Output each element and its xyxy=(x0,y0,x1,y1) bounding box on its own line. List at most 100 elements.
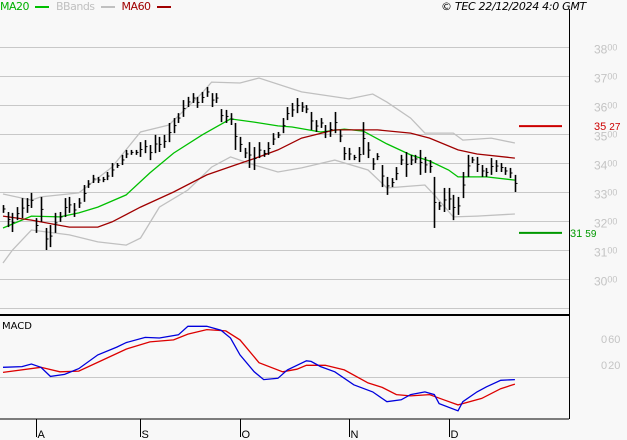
price-bar xyxy=(452,194,456,221)
price-bar xyxy=(400,154,404,166)
price-bar xyxy=(135,149,139,155)
price-bar xyxy=(414,154,418,163)
price-bar xyxy=(106,171,110,181)
price-bar xyxy=(244,147,248,159)
price-bar xyxy=(386,176,390,195)
price-bar xyxy=(16,207,20,221)
macd-tick-label: 020 xyxy=(601,360,620,372)
price-bar xyxy=(429,160,433,173)
price-bar xyxy=(481,165,485,177)
x-tick-label: A xyxy=(38,429,46,440)
y-tick-label: 3500 xyxy=(594,130,617,144)
price-bar xyxy=(362,122,366,155)
price-bar xyxy=(324,125,328,139)
price-bar xyxy=(130,149,134,155)
x-tick-label: S xyxy=(142,429,149,440)
price-bar xyxy=(305,105,309,114)
macd-tick-label: 060 xyxy=(601,334,620,346)
price-bar xyxy=(334,111,338,134)
price-bar xyxy=(296,98,300,114)
price-bar xyxy=(158,136,162,152)
price-bar xyxy=(258,142,262,159)
price-bar xyxy=(348,147,352,161)
price-bar xyxy=(139,142,143,157)
price-bar xyxy=(49,225,53,248)
price-bar xyxy=(111,163,115,177)
price-bar xyxy=(410,154,414,166)
macd-panel: 060 020 xyxy=(0,325,620,412)
price-bar xyxy=(272,133,276,146)
price-bar xyxy=(253,147,257,170)
macd-title: MACD xyxy=(2,321,32,332)
price-bar xyxy=(291,102,295,117)
price-bar xyxy=(315,120,319,132)
legend-bbands: BBands xyxy=(56,0,115,13)
price-bar xyxy=(11,212,15,233)
price-bar xyxy=(372,158,376,170)
price-bar xyxy=(419,149,423,175)
price-bar xyxy=(26,198,30,213)
price-bar xyxy=(154,134,158,154)
price-bar xyxy=(116,163,120,168)
price-bar xyxy=(424,156,428,173)
price-bar xyxy=(97,176,101,184)
price-bar xyxy=(64,198,68,217)
price-bar xyxy=(40,196,44,222)
price-bar xyxy=(443,187,447,213)
price-bar xyxy=(405,151,409,177)
price-bar xyxy=(462,171,466,199)
legend-ma20: MA20 xyxy=(0,0,50,13)
price-bar xyxy=(343,147,347,161)
price-bar xyxy=(476,156,480,172)
y-tick-label: 3200 xyxy=(594,217,617,231)
price-bar xyxy=(277,131,281,139)
price-grid xyxy=(0,47,569,309)
price-axis-labels: 3800 3700 3600 3500 3400 3300 3200 3100 3000 xyxy=(594,43,617,289)
price-bar xyxy=(320,118,324,128)
price-bar xyxy=(7,212,11,228)
price-bar xyxy=(45,227,49,250)
price-bar xyxy=(339,129,343,143)
price-bar xyxy=(448,187,452,210)
y-tick-label: 3000 xyxy=(594,275,617,289)
price-bar xyxy=(457,196,461,215)
price-bar xyxy=(329,122,333,137)
x-tick-label: D xyxy=(451,429,459,440)
macd-signal-line xyxy=(2,328,516,406)
price-bar xyxy=(376,153,380,161)
price-bar xyxy=(248,142,252,168)
price-bars xyxy=(2,87,518,250)
price-bar xyxy=(168,122,172,143)
price-bar xyxy=(225,109,229,123)
price-bar xyxy=(471,156,475,163)
legend-ma20-label: MA20 xyxy=(0,0,30,13)
price-bar xyxy=(177,113,181,123)
macd-line xyxy=(2,325,515,412)
bband-lower-line xyxy=(2,156,515,264)
x-tick-label: O xyxy=(242,429,251,440)
price-bar xyxy=(381,165,385,188)
price-bar xyxy=(54,212,58,233)
price-bar xyxy=(21,198,25,219)
price-bar xyxy=(239,136,243,152)
price-bar xyxy=(59,212,63,222)
y-tick-label: 3800 xyxy=(594,43,617,57)
y-tick-label: 3400 xyxy=(594,159,617,173)
price-bar xyxy=(68,196,72,213)
moving-averages xyxy=(2,118,515,229)
price-bar xyxy=(301,102,305,112)
y-tick-label: 3600 xyxy=(594,101,617,115)
legend-ma60-swatch xyxy=(156,6,171,8)
price-bar xyxy=(504,167,508,175)
price-bar xyxy=(230,113,234,126)
price-levels: 35 27 31 59 xyxy=(519,121,621,240)
price-bar xyxy=(192,93,196,103)
price-bar xyxy=(73,203,77,217)
y-tick-label: 3100 xyxy=(594,246,617,260)
legend-bbands-label: BBands xyxy=(56,0,95,13)
resistance-level-label: 35 27 xyxy=(594,121,621,133)
price-bar xyxy=(182,100,186,117)
price-bar xyxy=(196,96,200,108)
price-bar xyxy=(220,109,224,123)
